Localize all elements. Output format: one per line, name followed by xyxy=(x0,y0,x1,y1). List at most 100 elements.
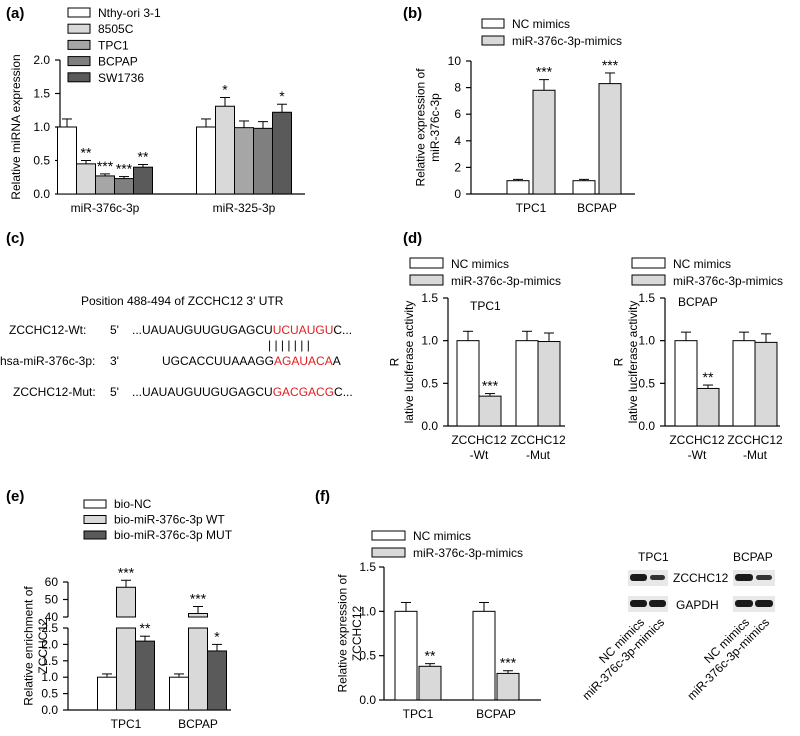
legend-label: BCPAP xyxy=(98,55,138,69)
blot-band-bcpap-gapdh-nc xyxy=(735,600,753,607)
legend-swatch xyxy=(67,39,91,50)
significance-label: *** xyxy=(602,57,619,73)
legend-label: miR-376c-3p-mimics xyxy=(512,34,622,48)
y-axis-label-line: lative luciferase activity xyxy=(402,301,416,424)
legend-label: SW1736 xyxy=(98,71,144,85)
y-tick-label: 6 xyxy=(454,107,461,121)
y-tick-label: 50 xyxy=(45,593,59,607)
x-tick-label: TPC1 xyxy=(403,707,434,721)
significance-label: * xyxy=(222,82,228,98)
bar xyxy=(496,672,520,701)
panel-label-b: (b) xyxy=(403,5,422,22)
significance-label: *** xyxy=(482,378,499,394)
y-axis-label-line: ZCCHC12 xyxy=(350,606,364,662)
y-tick-label: 1.5 xyxy=(421,291,438,305)
significance-label: * xyxy=(279,88,285,104)
y-tick-label: 0.0 xyxy=(421,419,438,433)
bar xyxy=(532,89,556,195)
bar xyxy=(394,610,418,701)
y-tick-label: 0.5 xyxy=(421,376,438,390)
seq-wt-tail: C... xyxy=(333,323,352,337)
x-tick-label: ZCCHC12 xyxy=(451,433,507,447)
chart-a: 0.0 0.5 1.0 1.5 2.0 Relative miRNA expression… xyxy=(9,6,305,215)
row-end-mut: 5' xyxy=(110,385,119,399)
bar xyxy=(272,111,292,195)
seq-mut-red: GACGACG xyxy=(273,385,334,399)
y-tick-label: 4 xyxy=(454,134,461,148)
y-tick-label: 0 xyxy=(454,187,461,201)
significance-label: ** xyxy=(703,369,714,385)
panel-label-f: (f) xyxy=(315,488,330,505)
row-label-wt: ZCCHC12-Wt: xyxy=(9,323,86,337)
legend-swatch xyxy=(409,274,444,286)
legend-label: NC mimics xyxy=(413,529,471,543)
bar xyxy=(598,83,622,195)
legend-label: miR-376c-3p-mimics xyxy=(451,274,561,288)
seq-mut-tail: C... xyxy=(334,385,353,399)
x-tick-label: BCPAP xyxy=(577,201,617,215)
y-axis-label: Rlative luciferase activity xyxy=(611,301,639,424)
y-axis-label-line: miR-376c-3p xyxy=(428,93,442,162)
bar xyxy=(537,341,561,427)
bar xyxy=(456,340,480,427)
blot-band-label-gapdh: GAPDH xyxy=(676,598,719,612)
bar xyxy=(515,340,539,427)
seq-wt-black: ...UAUAUGUUGUGAGCU xyxy=(132,323,273,337)
legend-label: bio-miR-376c-3p MUT xyxy=(114,528,233,542)
legend-swatch xyxy=(631,274,666,286)
bar xyxy=(196,126,216,195)
row-end-mirna: 3' xyxy=(110,354,119,368)
pairing-lines: | | | | | | | xyxy=(268,338,310,352)
legend-label: 8505C xyxy=(98,22,134,36)
panel-label-a: (a) xyxy=(6,5,24,22)
legend-swatch xyxy=(409,257,444,269)
significance-label: ** xyxy=(81,145,92,161)
legend-swatch xyxy=(83,530,107,540)
alignment-title: Position 488-494 of ZCCHC12 3' UTR xyxy=(81,294,284,308)
blot-cell-bcpap: BCPAP xyxy=(733,550,773,564)
sequence-alignment: Position 488-494 of ZCCHC12 3' UTR ZCCHC… xyxy=(0,294,353,399)
significance-label: *** xyxy=(190,591,207,607)
bar xyxy=(135,640,155,711)
y-axis-label-line: Relative expression of xyxy=(335,574,349,693)
bar xyxy=(215,105,235,195)
bar-upper-segment xyxy=(188,613,208,618)
blot-band-tpc1-zcchc12-mimics xyxy=(650,575,665,580)
seq-mirna-red: AGAUACA xyxy=(274,354,333,368)
y-axis-label: Relative miRNA expression xyxy=(9,54,23,199)
significance-label: ** xyxy=(140,620,151,636)
bar xyxy=(57,126,77,195)
legend-label: bio-NC xyxy=(114,497,152,511)
bar xyxy=(732,340,756,427)
y-tick-label: 0.5 xyxy=(359,649,376,663)
y-tick-label: 1.0 xyxy=(638,334,655,348)
legend-swatch xyxy=(371,530,406,541)
y-tick-label: 1.0 xyxy=(359,604,376,618)
row-seq-wt: ...UAUAUGUUGUGAGCUUCUAUGUC... xyxy=(132,323,352,337)
legend-swatch xyxy=(83,499,107,509)
x-tick-label: TPC1 xyxy=(516,201,547,215)
x-tick-label: -Wt xyxy=(688,448,707,462)
y-axis-label: Relative expression ofZCCHC12 xyxy=(335,574,363,693)
y-tick-label: 1.5 xyxy=(41,654,58,668)
bar xyxy=(253,127,273,195)
legend-swatch xyxy=(481,35,505,46)
bar xyxy=(478,395,502,427)
x-tick-label: -Mut xyxy=(526,448,551,462)
chart-title: TPC1 xyxy=(470,299,501,313)
row-seq-mut: ...UAUAUGUUGUGAGCUGACGACGC... xyxy=(132,385,353,399)
legend-swatch xyxy=(67,72,91,83)
significance-label: ** xyxy=(425,648,436,664)
y-tick-label: 0.5 xyxy=(33,154,50,168)
y-axis-label-line: Relative enrichment of xyxy=(21,586,35,706)
legend-label: NC mimics xyxy=(673,257,731,271)
western-blot: TPC1 BCPAP ZCCHC12 GAPDH NC mimics miR-3… xyxy=(579,550,775,703)
panel-label-c: (c) xyxy=(6,230,24,247)
bar-lower-segment xyxy=(188,627,208,711)
bar xyxy=(418,665,442,701)
y-tick-label: 40 xyxy=(45,610,59,624)
y-axis-label: Rlative luciferase activity xyxy=(387,301,415,424)
legend-swatch xyxy=(67,7,91,18)
panel-label-e: (e) xyxy=(6,488,24,505)
